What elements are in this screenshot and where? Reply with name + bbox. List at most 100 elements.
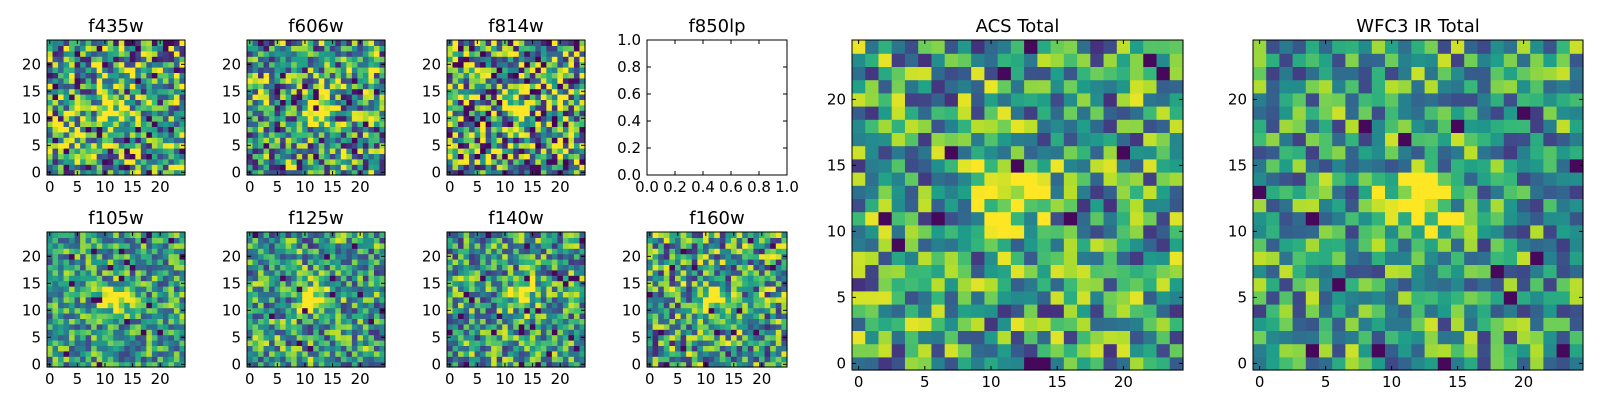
heatmap-cell xyxy=(708,345,715,352)
heatmap-cell xyxy=(675,345,682,352)
heatmap-cell xyxy=(507,137,514,144)
heatmap-cell xyxy=(63,56,70,63)
heatmap-cell xyxy=(151,286,158,292)
heatmap-cell xyxy=(258,323,265,330)
heatmap-cell xyxy=(1143,211,1158,226)
heatmap-cell xyxy=(775,286,782,292)
heatmap-cell xyxy=(551,99,558,106)
heatmap-cell xyxy=(329,269,336,276)
panel-title: f105w xyxy=(88,208,143,229)
heatmap-cell xyxy=(764,291,771,298)
heatmap-cell xyxy=(324,158,331,165)
heatmap-cell xyxy=(162,280,170,287)
heatmap-cell xyxy=(357,259,364,265)
heatmap-cell xyxy=(725,350,732,357)
heatmap-cell xyxy=(513,340,520,346)
heatmap-cell xyxy=(742,340,749,346)
heatmap-cell xyxy=(496,67,503,73)
heatmap-cell xyxy=(324,164,331,171)
heatmap-cell xyxy=(918,238,933,252)
heatmap-cell xyxy=(770,356,777,363)
heatmap-cell xyxy=(373,232,381,238)
heatmap-cell xyxy=(379,264,386,271)
heatmap-cell xyxy=(113,142,120,149)
heatmap-cell xyxy=(775,296,782,303)
heatmap-cell xyxy=(74,50,81,57)
heatmap-cell xyxy=(151,50,158,57)
heatmap-cell xyxy=(447,329,454,336)
heatmap-cell xyxy=(368,131,375,138)
heatmap-cell xyxy=(513,275,520,282)
heatmap-cell xyxy=(146,104,153,111)
heatmap-cell xyxy=(113,264,120,271)
heatmap-cell xyxy=(997,290,1012,305)
heatmap-cell xyxy=(714,259,721,265)
heatmap-cell xyxy=(362,158,370,165)
heatmap-cell xyxy=(274,121,281,127)
x-tick-label: 5 xyxy=(273,178,283,196)
y-tick-label: 10 xyxy=(222,109,241,127)
heatmap-cell xyxy=(357,77,364,84)
heatmap-cell xyxy=(91,126,98,133)
heatmap-cell xyxy=(1090,224,1105,239)
heatmap-cell xyxy=(269,269,276,276)
heatmap-cell xyxy=(252,313,259,319)
heatmap-cell xyxy=(529,137,536,144)
heatmap-cell xyxy=(335,340,342,346)
heatmap-cell xyxy=(535,291,542,298)
heatmap-cell xyxy=(291,61,298,68)
heatmap-cell xyxy=(162,153,170,160)
heatmap-cell xyxy=(452,340,459,346)
heatmap-cell xyxy=(140,40,147,46)
x-tick-label: 0.8 xyxy=(747,178,771,196)
heatmap-cell xyxy=(540,77,547,84)
heatmap-cell xyxy=(91,307,98,314)
heatmap-cell xyxy=(129,56,136,63)
heatmap-cell xyxy=(663,269,670,276)
heatmap-cell xyxy=(764,232,771,238)
heatmap-cell xyxy=(113,45,120,52)
heatmap-cell xyxy=(714,313,721,319)
heatmap-cell xyxy=(324,350,331,357)
heatmap-cell xyxy=(480,323,487,330)
heatmap-cell xyxy=(269,131,276,138)
heatmap-cell xyxy=(162,361,170,368)
heatmap-cell xyxy=(318,313,325,319)
heatmap-cell xyxy=(775,329,782,336)
heatmap-cell xyxy=(463,45,470,52)
heatmap-cell xyxy=(362,253,370,260)
heatmap-cell xyxy=(463,302,470,309)
heatmap-cell xyxy=(573,164,581,171)
heatmap-cell xyxy=(686,259,693,265)
heatmap-cell xyxy=(719,237,726,244)
heatmap-cell xyxy=(58,259,65,265)
heatmap-cell xyxy=(944,304,959,318)
heatmap-cell xyxy=(546,61,553,68)
heatmap-cell xyxy=(368,121,375,127)
heatmap-cell xyxy=(362,83,370,90)
heatmap-cell xyxy=(452,121,459,127)
x-tick-label: 15 xyxy=(323,178,342,196)
heatmap-cell xyxy=(458,115,465,122)
heatmap-cell xyxy=(357,72,364,79)
heatmap-cell xyxy=(357,318,364,325)
heatmap-cell xyxy=(52,77,59,84)
heatmap-cell xyxy=(258,148,265,154)
heatmap-cell xyxy=(157,67,164,73)
heatmap-cell xyxy=(918,290,933,305)
heatmap-cell xyxy=(157,99,164,106)
heatmap-cell xyxy=(697,313,704,319)
heatmap-cell xyxy=(351,137,358,144)
heatmap-cell xyxy=(280,345,287,352)
heatmap-cell xyxy=(447,345,454,352)
heatmap-cell xyxy=(491,345,498,352)
heatmap-cell xyxy=(179,248,186,255)
heatmap-cell xyxy=(346,259,353,265)
heatmap-cell xyxy=(447,77,454,84)
heatmap-cell xyxy=(74,248,81,255)
heatmap-cell xyxy=(313,345,320,352)
heatmap-cell xyxy=(463,126,470,133)
heatmap-cell xyxy=(491,104,498,111)
heatmap-cell xyxy=(904,211,919,226)
heatmap-cell xyxy=(568,158,575,165)
